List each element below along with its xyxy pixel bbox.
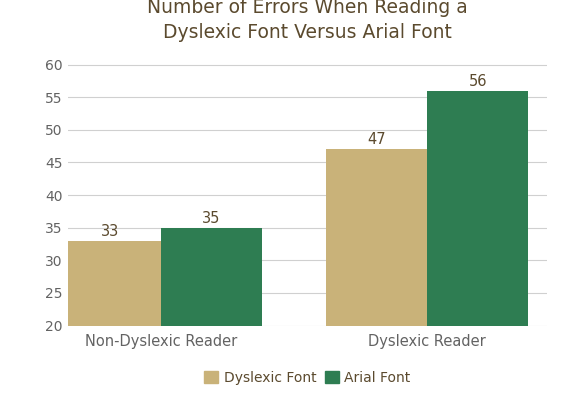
Text: 33: 33 [101, 224, 120, 239]
Bar [326, 149, 428, 397]
Text: 35: 35 [202, 211, 221, 226]
Legend: Dyslexic Font, Arial Font: Dyslexic Font, Arial Font [204, 371, 411, 385]
Text: 56: 56 [469, 74, 487, 89]
Title: Number of Errors When Reading a
Dyslexic Font Versus Arial Font: Number of Errors When Reading a Dyslexic… [147, 0, 468, 42]
Bar [60, 241, 161, 397]
Bar [161, 228, 262, 397]
Text: 47: 47 [367, 133, 386, 148]
Bar [428, 91, 528, 397]
